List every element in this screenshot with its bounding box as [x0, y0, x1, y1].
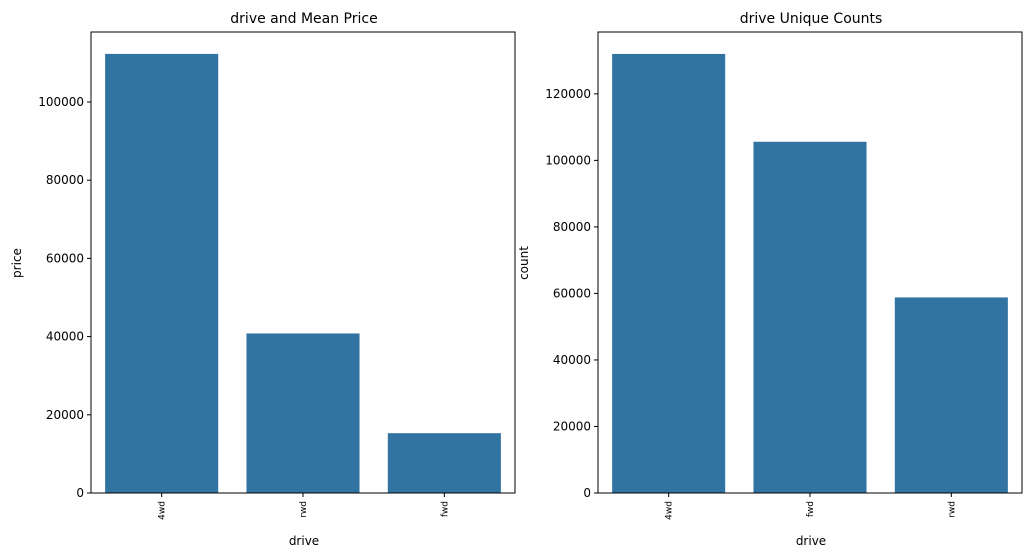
y-tick-label: 0: [583, 486, 591, 500]
x-tick-label: fwd: [440, 501, 450, 517]
bar-group: [105, 53, 501, 494]
x-tick-label: 4wd: [665, 501, 675, 520]
y-axis-ticks: 0 20000 40000 60000 80000 100000 120000: [545, 87, 598, 500]
y-axis-ticks: 0 20000 40000 60000 80000 100000: [38, 95, 91, 500]
y-tick-label: 100000: [38, 95, 84, 109]
y-tick-label: 120000: [545, 87, 591, 101]
bar-group: [612, 53, 1008, 493]
y-tick-label: 20000: [553, 419, 591, 433]
y-axis-label: price: [10, 248, 24, 278]
x-tick-label: fwd: [806, 501, 816, 517]
y-tick-label: 40000: [553, 353, 591, 367]
y-tick-label: 60000: [553, 286, 591, 300]
bar-fwd: [387, 433, 501, 493]
x-tick-label: rwd: [299, 501, 309, 518]
x-tick-label: rwd: [947, 501, 957, 518]
y-tick-label: 20000: [46, 408, 84, 422]
x-tick-label: 4wd: [158, 501, 168, 520]
chart-drive-unique-counts: drive Unique Counts 0 20000 40000 60000 8000…: [517, 11, 1023, 548]
x-axis-ticks: 4wd fwd rwd: [665, 493, 957, 520]
y-tick-label: 0: [76, 486, 84, 500]
bar-rwd: [894, 297, 1008, 493]
bar-fwd: [753, 141, 867, 493]
chart-title: drive and Mean Price: [230, 11, 377, 27]
plot-frame: [90, 31, 516, 494]
bar-4wd: [105, 53, 219, 494]
chart-title: drive Unique Counts: [740, 11, 883, 27]
bar-4wd: [612, 53, 726, 493]
chart-drive-mean-price: drive and Mean Price 0 20000 40000 60000 800…: [10, 11, 516, 548]
y-tick-label: 80000: [553, 220, 591, 234]
y-tick-label: 80000: [46, 173, 84, 187]
bar-rwd: [246, 333, 360, 493]
plot-frame: [597, 31, 1023, 494]
x-axis-ticks: 4wd rwd fwd: [158, 493, 450, 520]
y-tick-label: 60000: [46, 251, 84, 265]
y-tick-label: 40000: [46, 330, 84, 344]
y-tick-label: 100000: [545, 153, 591, 167]
x-axis-label: drive: [796, 534, 826, 548]
y-axis-label: count: [517, 246, 531, 280]
x-axis-label: drive: [289, 534, 319, 548]
